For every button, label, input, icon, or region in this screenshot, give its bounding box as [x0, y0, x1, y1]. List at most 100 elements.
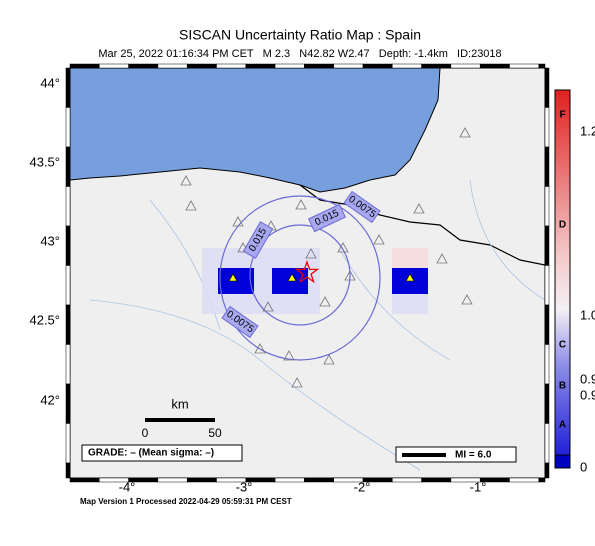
frame-segment: [421, 477, 452, 483]
frame-segment: [245, 63, 276, 69]
contour-label-box: [307, 203, 347, 233]
frame-segment: [538, 477, 546, 483]
frame-segment: [544, 107, 550, 148]
scale-start: 0: [142, 426, 149, 440]
colorbar-letter: D: [559, 220, 566, 231]
frame-segment: [157, 63, 188, 69]
colorbar-letter: F: [559, 110, 565, 121]
frame-segment: [186, 63, 217, 69]
colorbar-letter: B: [559, 381, 566, 392]
colorbar-label: 0: [580, 459, 587, 474]
footer: Map Version 1 Processed 2022-04-29 05:59…: [80, 497, 292, 506]
mmi-label: MI = 6.0: [455, 450, 492, 461]
station: [295, 199, 307, 210]
colorbar-label: 1.0: [580, 307, 595, 322]
frame-segment: [99, 63, 129, 69]
contours: [219, 195, 381, 361]
frame-segment: [544, 423, 550, 464]
frame-segment: [304, 63, 334, 69]
station: [185, 200, 197, 211]
frame-segment: [538, 63, 546, 69]
station: [461, 294, 473, 305]
frame-segment: [65, 146, 71, 187]
lat-label: 42°: [40, 392, 60, 407]
frame-segment: [362, 63, 393, 69]
scale-end: 50: [208, 426, 222, 440]
frame-segment: [509, 63, 540, 69]
lon-label: -4°: [119, 479, 136, 494]
frame-segment: [509, 477, 540, 483]
frame-segment: [544, 186, 550, 227]
scale-unit: km: [171, 396, 188, 411]
border: [299, 184, 545, 266]
colorbar-base: [554, 454, 571, 469]
station: [180, 175, 192, 186]
lat-label: 43°: [40, 233, 60, 248]
frame-segment: [69, 477, 100, 483]
frame-segment: [392, 477, 422, 483]
colorbar-label: 0.9: [580, 387, 595, 402]
scale-bar: [145, 418, 215, 422]
grade: GRADE: – (Mean sigma: –): [88, 448, 214, 459]
frame-segment: [216, 63, 247, 69]
mmi-line: [402, 453, 446, 457]
frame-segment: [157, 477, 188, 483]
station: [291, 377, 303, 388]
lon-label: -3°: [236, 479, 253, 494]
contour-label-box: [221, 305, 259, 339]
frame-segment: [65, 186, 71, 227]
epicenter: [294, 260, 320, 284]
frame-segment: [65, 383, 71, 424]
station: [319, 296, 331, 307]
lon-label: -1°: [470, 479, 487, 494]
frame-segment: [450, 63, 481, 69]
frame-segment: [65, 265, 71, 306]
map-frame: [65, 63, 550, 483]
station: [254, 343, 266, 354]
frame-segment: [304, 477, 334, 483]
mmi-box: [395, 446, 517, 463]
sites: [228, 273, 415, 282]
frame-segment: [392, 63, 422, 69]
frame-segment: [421, 63, 452, 69]
colorbar: [554, 89, 571, 456]
frame-segment: [65, 304, 71, 345]
frame-segment: [544, 265, 550, 306]
contour-label-box: [242, 221, 274, 259]
station: [323, 354, 335, 365]
frame-segment: [274, 477, 305, 483]
station: [373, 234, 385, 245]
station: [262, 301, 274, 312]
lat-label: 43.5°: [29, 154, 60, 169]
frame-segment: [544, 462, 550, 479]
station: [413, 203, 425, 214]
colorbar-label: 1.2: [580, 123, 595, 138]
frame-segment: [544, 67, 550, 108]
colorbar-letter: A: [559, 420, 566, 431]
frame-segment: [186, 477, 217, 483]
station: [436, 253, 448, 264]
station: [232, 216, 244, 227]
lat-label: 42.5°: [29, 312, 60, 327]
colorbar-label: 0.9: [580, 371, 595, 386]
frame-segment: [65, 423, 71, 464]
frame-segment: [544, 146, 550, 187]
subtitle: Mar 25, 2022 01:16:34 PM CET M 2.3 N42.8…: [98, 48, 501, 60]
sea: [70, 68, 441, 193]
frame-segment: [65, 462, 71, 479]
frame-segment: [128, 63, 159, 69]
station: [305, 248, 317, 259]
frame-segment: [544, 383, 550, 424]
station: [344, 270, 356, 281]
station: [459, 127, 471, 138]
station: [337, 242, 349, 253]
grade-box: [81, 444, 243, 462]
frame-segment: [544, 304, 550, 345]
colorbar-letter: C: [559, 340, 566, 351]
frame-segment: [544, 344, 550, 385]
map-area: [70, 68, 545, 478]
frame-segment: [69, 63, 100, 69]
frame-segment: [333, 63, 364, 69]
